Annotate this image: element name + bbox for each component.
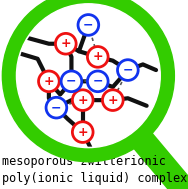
Text: mesoporous zwitterionic: mesoporous zwitterionic — [2, 155, 166, 168]
Circle shape — [39, 71, 59, 92]
Circle shape — [118, 60, 138, 80]
Text: −: − — [83, 19, 94, 31]
Text: −: − — [123, 64, 133, 77]
Text: +: + — [44, 75, 54, 88]
Circle shape — [17, 4, 160, 148]
Circle shape — [72, 122, 93, 143]
Circle shape — [55, 33, 76, 54]
Circle shape — [2, 0, 174, 162]
Text: +: + — [77, 94, 88, 107]
Text: −: − — [92, 75, 103, 88]
Circle shape — [78, 15, 99, 35]
Circle shape — [61, 71, 82, 92]
Text: +: + — [77, 126, 88, 139]
Text: +: + — [92, 50, 103, 63]
Text: +: + — [108, 94, 118, 107]
Circle shape — [87, 71, 108, 92]
Text: −: − — [51, 101, 62, 114]
Circle shape — [46, 97, 67, 118]
Text: poly(ionic liquid) complex: poly(ionic liquid) complex — [2, 172, 187, 185]
Text: −: − — [66, 75, 77, 88]
Text: +: + — [61, 37, 71, 50]
Circle shape — [87, 46, 108, 67]
Circle shape — [72, 90, 93, 111]
Circle shape — [102, 90, 123, 111]
